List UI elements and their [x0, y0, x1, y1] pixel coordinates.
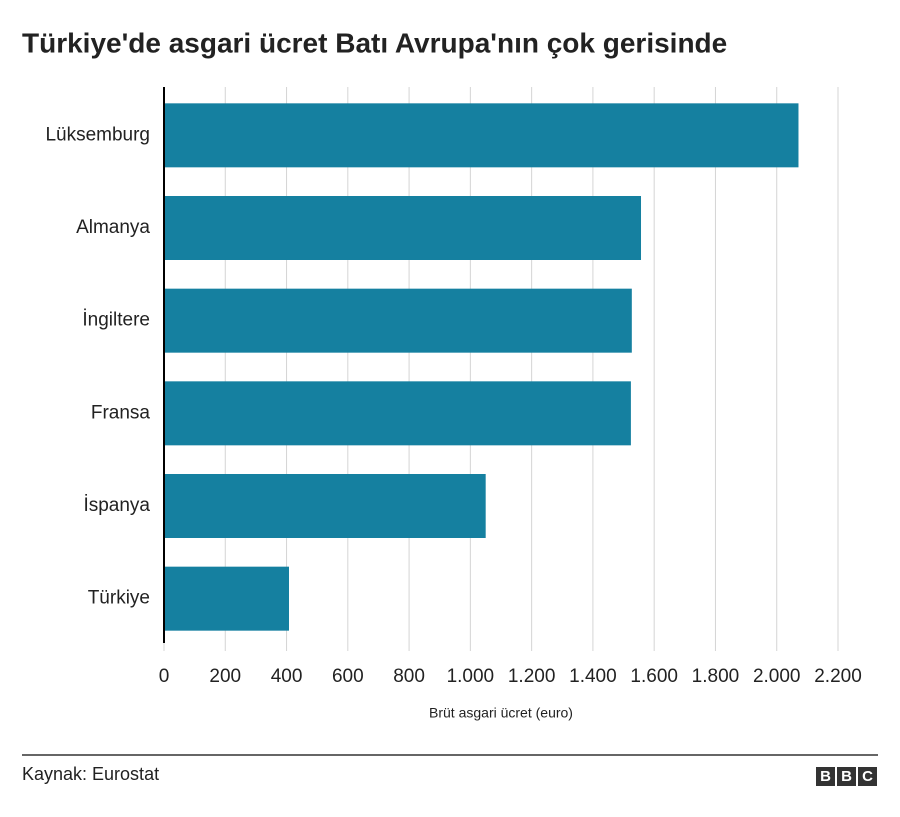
x-tick-label: 800 — [393, 666, 425, 687]
y-tick-label: Fransa — [91, 402, 151, 423]
x-axis-label: Brüt asgari ücret (euro) — [429, 705, 573, 721]
bar — [164, 196, 642, 260]
x-tick-label: 400 — [271, 666, 303, 687]
x-tick-label: 200 — [209, 666, 241, 687]
x-tick-label: 2.000 — [753, 666, 801, 687]
x-tick-label: 600 — [332, 666, 364, 687]
x-tick-label: 1.000 — [447, 666, 495, 687]
bar — [164, 288, 632, 353]
logo-box — [858, 767, 877, 786]
x-tick-label: 1.400 — [569, 666, 617, 687]
source: Kaynak: Eurostat — [22, 764, 159, 784]
y-tick-label: Türkiye — [88, 588, 150, 609]
bar — [164, 381, 631, 446]
y-tick-label: Almanya — [76, 217, 150, 238]
logo-letter: B — [820, 768, 831, 785]
logo-letter: B — [841, 768, 852, 785]
y-tick-label: Lüksemburg — [45, 124, 150, 145]
y-tick-label: İngiltere — [82, 310, 150, 331]
logo-box — [816, 767, 835, 786]
bar — [164, 474, 486, 538]
chart-title: Türkiye'de asgari ücret Batı Avrupa'nın … — [22, 27, 727, 58]
x-tick-label: 2.200 — [814, 666, 862, 687]
x-tick-label: 1.200 — [508, 666, 556, 687]
bar — [164, 103, 799, 168]
y-tick-label: İspanya — [83, 495, 150, 516]
x-tick-label: 0 — [159, 666, 170, 687]
logo-letter: C — [862, 768, 873, 785]
bar — [164, 566, 289, 631]
x-tick-label: 1.800 — [692, 666, 740, 687]
logo-box — [837, 767, 856, 786]
x-tick-label: 1.600 — [630, 666, 678, 687]
